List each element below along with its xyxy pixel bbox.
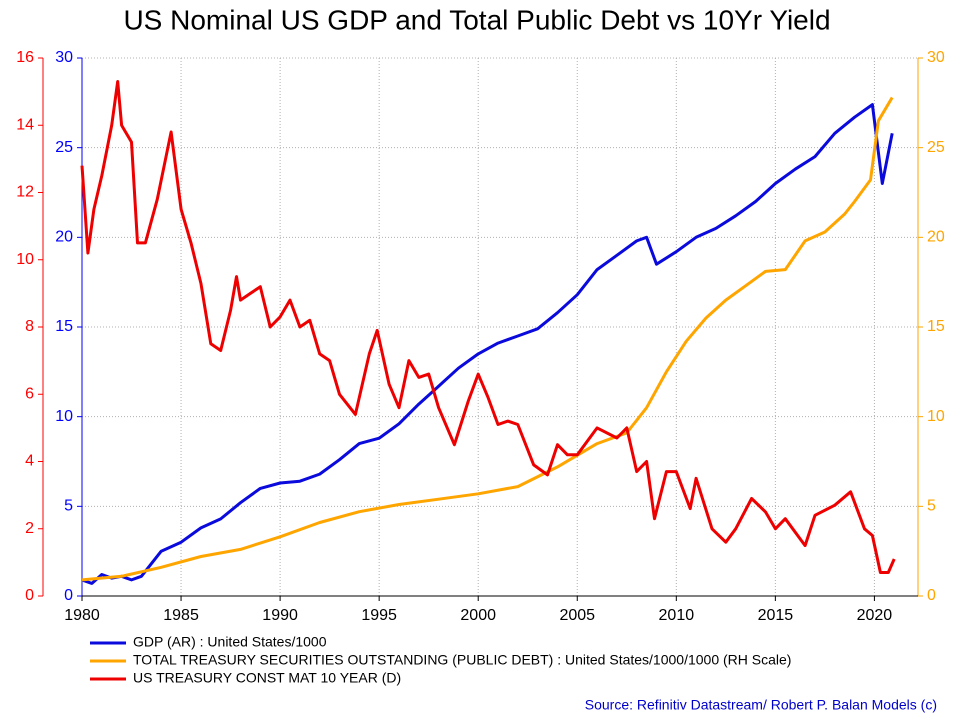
legend-label: US TREASURY CONST MAT 10 YEAR (D): [133, 670, 401, 686]
x-tick-label: 2005: [559, 607, 595, 624]
y-tick-label: 0: [927, 587, 936, 604]
y-tick-label: 10: [16, 251, 34, 268]
y-tick-label: 25: [927, 139, 945, 156]
legend-label: TOTAL TREASURY SECURITIES OUTSTANDING (P…: [133, 652, 791, 668]
x-tick-label: 2010: [659, 607, 695, 624]
legend-label: GDP (AR) : United States/1000: [133, 634, 327, 650]
y-tick-label: 30: [55, 49, 73, 66]
y-tick-label: 4: [25, 453, 34, 470]
y-tick-label: 0: [25, 587, 34, 604]
x-tick-label: 1985: [163, 607, 199, 624]
y-tick-label: 25: [55, 139, 73, 156]
y-tick-label: 6: [25, 385, 34, 402]
chart-title: US Nominal US GDP and Total Public Debt …: [123, 4, 830, 35]
y-tick-label: 15: [55, 318, 73, 335]
y-tick-label: 10: [55, 408, 73, 425]
y-tick-label: 15: [927, 318, 945, 335]
y-tick-label: 0: [64, 587, 73, 604]
source: Source: Refinitiv Datastream/ Robert P. …: [585, 697, 937, 713]
x-tick-label: 1995: [361, 607, 397, 624]
y-tick-label: 2: [25, 520, 34, 537]
y-tick-label: 20: [927, 229, 945, 246]
y-tick-label: 20: [55, 229, 73, 246]
y-tick-label: 10: [927, 408, 945, 425]
y-tick-label: 12: [16, 184, 34, 201]
y-tick-label: 30: [927, 49, 945, 66]
y-tick-label: 8: [25, 318, 34, 335]
y-tick-label: 14: [16, 116, 34, 133]
x-tick-label: 1990: [262, 607, 298, 624]
series-line: [81, 96, 894, 582]
y-tick-label: 16: [16, 49, 34, 66]
series-line: [80, 80, 896, 574]
x-tick-label: 2015: [758, 607, 794, 624]
y-tick-label: 5: [927, 498, 936, 515]
x-tick-label: 2000: [460, 607, 496, 624]
x-tick-label: 1980: [64, 607, 100, 624]
x-tick-label: 2020: [857, 607, 893, 624]
y-tick-label: 5: [64, 498, 73, 515]
series-line: [81, 103, 894, 585]
